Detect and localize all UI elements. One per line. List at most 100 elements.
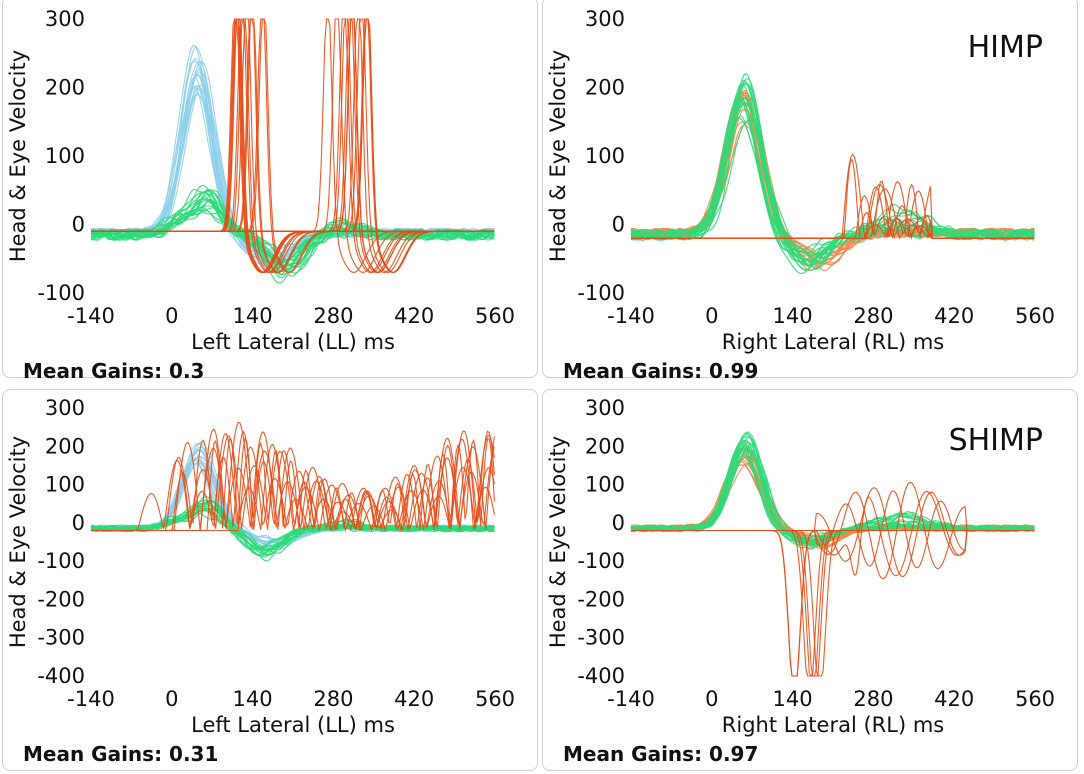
x-tick-label: -140 [67,304,115,328]
y-tick-label: 300 [585,396,625,420]
trace-saccades [91,436,495,532]
y-tick-label: -200 [577,587,625,611]
trace-head [90,61,495,257]
y-tick-label: -300 [577,626,625,650]
y-tick-label: 200 [45,76,85,100]
x-tick-label: 0 [165,687,178,711]
y-tick-label: 0 [612,511,625,535]
x-tick-label: 140 [233,687,273,711]
y-tick-label: 0 [72,213,85,237]
y-axis-label: Head & Eye Velocity [546,436,570,648]
y-tick-label: 200 [585,76,625,100]
trace-anti-compensatory-saccades [631,529,1035,677]
trace-anti-compensatory-saccades [631,529,1035,677]
y-axis-label: Head & Eye Velocity [6,436,30,648]
y-tick-label: 300 [45,396,85,420]
x-tick-label: 560 [1015,304,1055,328]
y-tick-label: 0 [72,511,85,535]
traces-layer [630,431,1035,677]
mean-gains-value: 0.99 [709,359,759,383]
x-tick-label: 280 [853,304,893,328]
trace-saccades [91,434,495,533]
y-tick-label: 100 [45,144,85,168]
x-axis-label: Left Lateral (LL) ms [191,713,395,737]
x-tick-label: 420 [394,304,434,328]
mean-gains-top-left: Mean Gains: 0.3 [23,359,204,383]
x-tick-label: 280 [853,687,893,711]
trace-saccades [91,446,495,533]
x-tick-label: 140 [773,687,813,711]
y-tick-label: -100 [577,281,625,305]
traces-layer [630,72,1035,274]
panel-top-left: 300 200 100 0 -100 -140 0 140 280 420 560 Left Late… [2,0,538,383]
x-tick-label: 560 [475,304,515,328]
y-tick-label: -100 [37,549,85,573]
x-axis-label: Left Lateral (LL) ms [191,330,395,354]
y-tick-label: 200 [585,434,625,458]
trace-eye [90,184,495,264]
chart-bottom-left: 300 200 100 0 -100 -200 -300 -400-140 0 140 280 420… [6,396,515,737]
trace-eye [90,505,495,556]
y-tick-label: -400 [37,664,85,688]
mean-gains-top-right: Mean Gains: 0.99 [563,359,758,383]
trace-eye [630,82,1035,267]
y-axis-label: Head & Eye Velocity [6,50,30,262]
y-tick-label: 300 [585,7,625,31]
trace-eye [630,444,1035,538]
trace-anti-compensatory-saccades [631,529,1035,677]
mean-gains-label: Mean Gains: [563,742,703,766]
x-tick-label: 0 [165,304,178,328]
mean-gains-label: Mean Gains: [563,359,703,383]
chart-title: SHIMP [949,423,1043,458]
trace-eye [630,77,1035,263]
x-tick-label: -140 [67,687,115,711]
x-tick-label: 280 [313,687,353,711]
traces-layer [90,18,495,284]
y-tick-label: -300 [37,626,85,650]
x-tick-label: 280 [313,304,353,328]
y-tick-label: -200 [37,587,85,611]
y-tick-label: 100 [585,473,625,497]
x-axis-label: Right Lateral (RL) ms [722,713,944,737]
mean-gains-bottom-left: Mean Gains: 0.31 [23,742,218,766]
x-tick-label: 560 [475,687,515,711]
mean-gains-label: Mean Gains: [23,742,163,766]
trace-covert-saccades [91,18,495,273]
panel-bottom-left: 300 200 100 0 -100 -200 -300 -400 -140 0 140 280 420… [2,389,538,771]
y-tick-label: 200 [45,434,85,458]
mean-gains-value: 0.3 [169,359,205,383]
x-tick-label: -140 [607,304,655,328]
x-axis-label: Right Lateral (RL) ms [722,330,944,354]
x-tick-label: 420 [934,687,974,711]
panel-top-right: 300 200 100 0 -100 -140 0 140 280 420 560 Right Lat… [542,0,1078,383]
trace-anti-compensatory-saccades [631,529,1035,677]
trace-eye [630,83,1035,264]
x-tick-label: -140 [607,687,655,711]
x-tick-label: 0 [705,687,718,711]
trace-saccades [631,153,1035,240]
y-tick-label: -100 [37,281,85,305]
x-tick-label: 420 [934,304,974,328]
chart-top-left: 300 200 100 0 -100-140 0 140 280 420 560 Left Late… [6,7,515,354]
panel-bottom-right: 300 200 100 0 -100 -200 -300 -400 -140 0 140 280 420… [542,389,1078,771]
traces-layer [90,421,495,562]
chart-top-right: 300 200 100 0 -100-140 0 140 280 420 560 Right Lat… [546,7,1055,354]
x-tick-label: 0 [705,304,718,328]
y-tick-label: -400 [577,664,625,688]
y-tick-label: 100 [585,144,625,168]
y-tick-label: 0 [612,213,625,237]
mean-gains-label: Mean Gains: [23,359,163,383]
y-tick-label: 300 [45,7,85,31]
y-tick-label: -100 [577,549,625,573]
x-tick-label: 140 [233,304,273,328]
x-tick-label: 420 [394,687,434,711]
trace-anti-compensatory-saccades [631,529,1035,677]
y-axis-label: Head & Eye Velocity [546,50,570,262]
x-tick-label: 140 [773,304,813,328]
trace-anti-compensatory-saccades [631,529,1035,677]
chart-title: HIMP [968,30,1043,65]
chart-bottom-right: 300 200 100 0 -100 -200 -300 -400-140 0 140 280 420… [546,396,1055,737]
mean-gains-value: 0.97 [709,742,759,766]
mean-gains-value: 0.31 [169,742,219,766]
mean-gains-bottom-right: Mean Gains: 0.97 [563,742,758,766]
